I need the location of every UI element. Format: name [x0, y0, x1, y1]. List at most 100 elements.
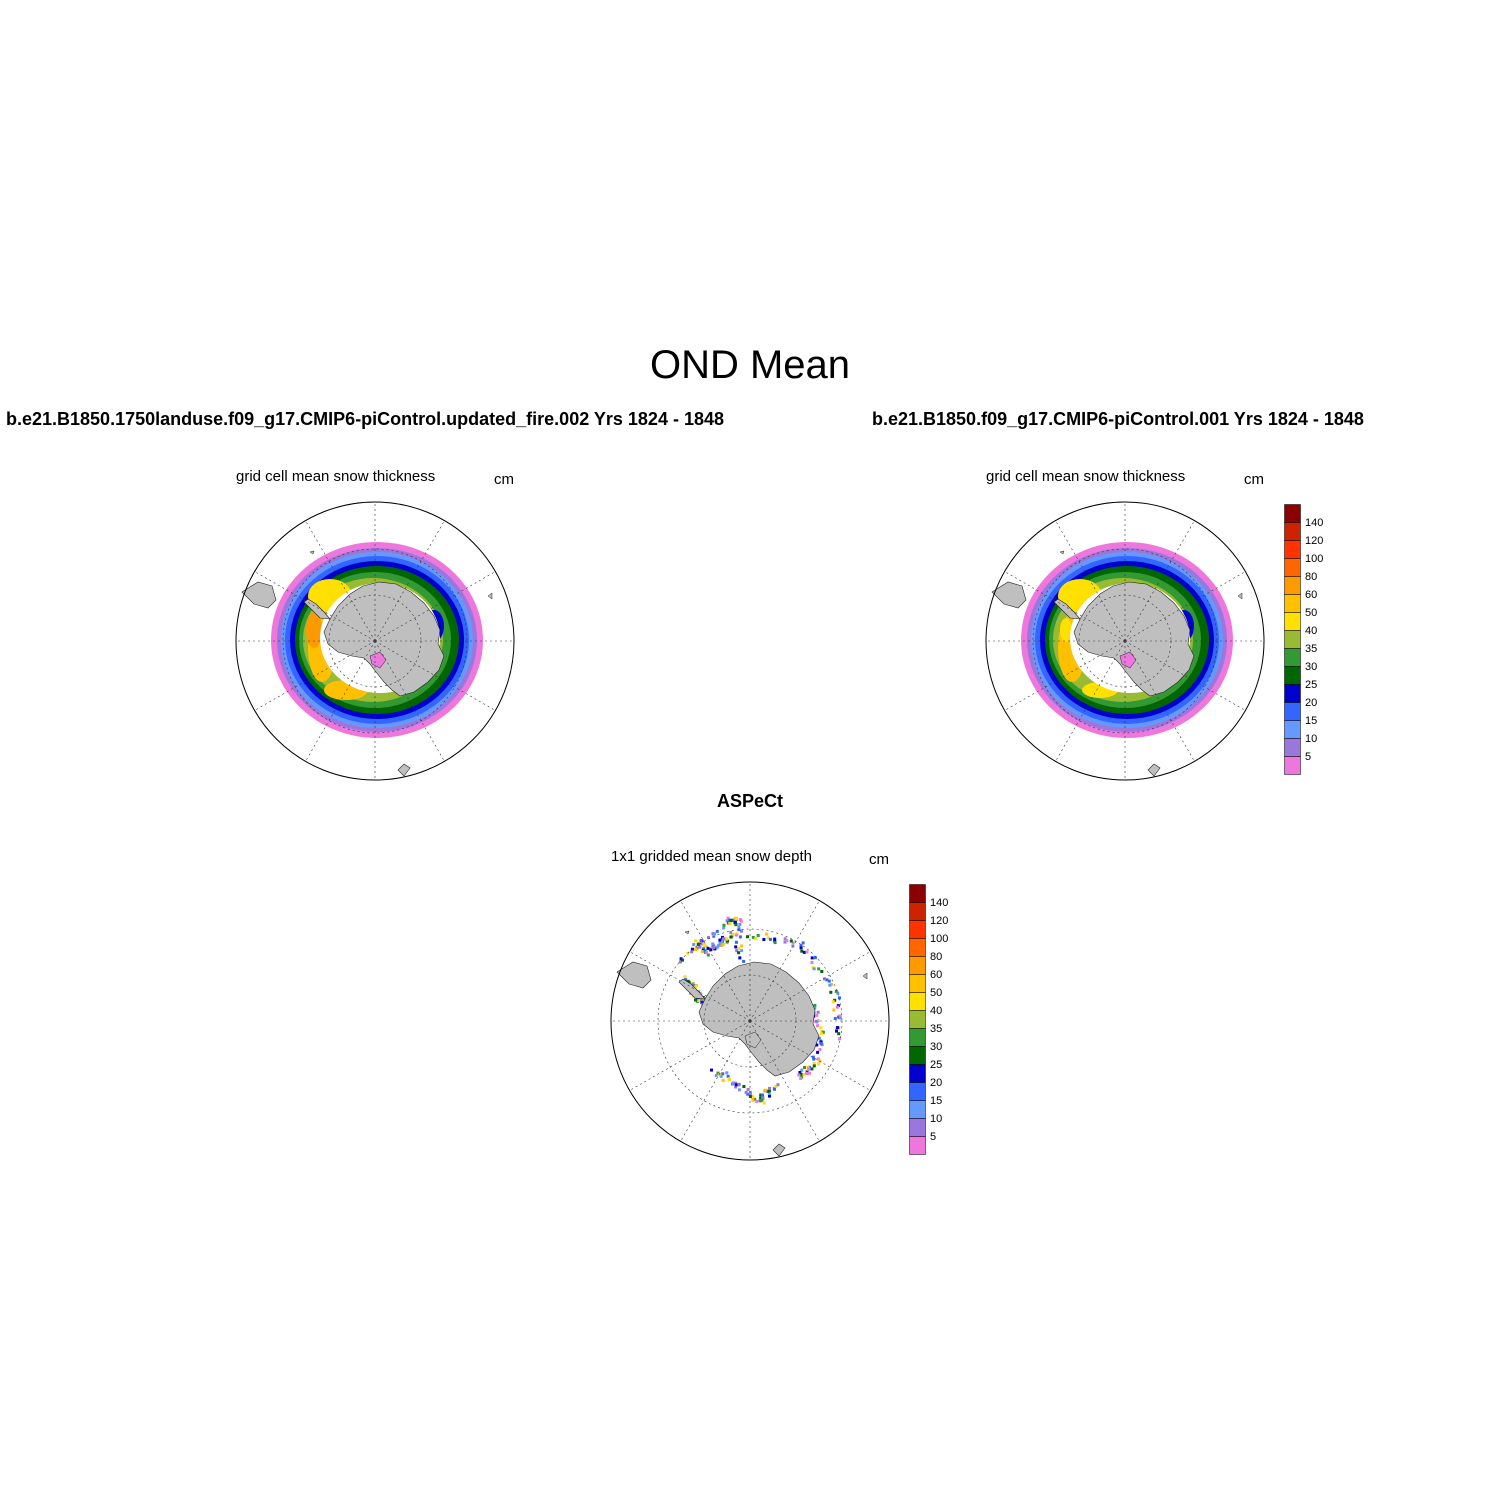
observation-cell	[810, 1067, 814, 1071]
south-america-tip	[616, 961, 652, 989]
max-snow-region	[1060, 618, 1072, 642]
observation-cell	[807, 1067, 811, 1071]
observation-cell	[830, 983, 833, 986]
south-georgia	[684, 930, 690, 935]
observation-cell	[800, 1072, 804, 1076]
observation-cell	[761, 1097, 765, 1101]
observation-cell	[744, 1090, 748, 1094]
observation-cell	[738, 956, 742, 960]
observation-cell	[817, 1036, 821, 1040]
observation-cell	[702, 942, 706, 946]
observation-cell	[836, 1026, 839, 1030]
observation-cell	[721, 1078, 725, 1082]
colorbar-label: 30	[930, 1041, 942, 1053]
observation-cell	[816, 1010, 820, 1014]
colorbar-swatch	[909, 974, 926, 993]
observation-cell	[737, 947, 741, 950]
observation-cell	[810, 956, 814, 960]
observation-cell	[746, 1088, 750, 1091]
colorbar-label: 35	[930, 1023, 942, 1035]
observation-cell	[684, 978, 688, 981]
observation-cell	[727, 1077, 731, 1081]
max-snow-region	[306, 612, 322, 648]
observation-cell	[835, 1005, 839, 1009]
colorbar-swatch	[909, 1118, 926, 1137]
observation-cell	[808, 1071, 811, 1075]
colorbar-swatch	[1284, 630, 1301, 649]
observation-cell	[706, 953, 710, 957]
observation-cell	[683, 975, 687, 979]
observation-cell	[700, 950, 704, 953]
colorbar-label: 30	[1305, 661, 1317, 673]
observation-cell	[740, 929, 743, 933]
meridian-line	[749, 1020, 820, 1142]
observation-cell	[754, 937, 758, 941]
meridian-line	[749, 951, 871, 1022]
observation-cell	[764, 1088, 768, 1092]
observation-cell	[737, 925, 741, 929]
meridian-line	[749, 900, 820, 1022]
observation-cell	[825, 978, 829, 982]
observation-cell	[835, 1029, 838, 1033]
observation-cell	[833, 1017, 837, 1020]
observation-cell	[828, 983, 832, 987]
observation-cell	[726, 916, 730, 920]
observation-cell	[717, 943, 721, 947]
colorbar-swatch	[909, 956, 926, 975]
observation-cell	[819, 1042, 823, 1046]
south-america-tip	[991, 581, 1027, 609]
observation-cell	[698, 945, 702, 949]
colorbar-label: 140	[1305, 517, 1323, 529]
colorbar-label: 40	[1305, 625, 1317, 637]
observation-cell	[776, 1083, 780, 1087]
observation-cell	[734, 933, 738, 937]
new-zealand	[397, 763, 411, 777]
observation-cell	[819, 1031, 823, 1035]
colorbar-swatch	[909, 1100, 926, 1119]
colorbar-label: 100	[1305, 553, 1323, 565]
observation-cell	[838, 1016, 842, 1020]
observation-cell	[725, 937, 729, 941]
observation-cell	[703, 944, 707, 948]
meridian-line	[374, 640, 445, 762]
observation-cell	[718, 1072, 722, 1076]
colorbar-label: 5	[930, 1131, 936, 1143]
observation-cell	[716, 945, 720, 949]
observation-cell	[735, 949, 739, 953]
map-boundary	[985, 501, 1265, 781]
observation-cell	[816, 1050, 820, 1054]
colorbar-label: 10	[930, 1113, 942, 1125]
meridian-line	[1124, 640, 1246, 711]
colorbar-label: 10	[1305, 733, 1317, 745]
observation-cell	[698, 998, 702, 1002]
observation-cell	[805, 950, 809, 954]
observation-cell	[713, 932, 716, 936]
observation-cell	[773, 937, 777, 941]
observation-cell	[817, 967, 821, 971]
colorbar-label: 20	[1305, 697, 1317, 709]
observation-cell	[815, 1013, 819, 1017]
right-panel-case-title: b.e21.B1850.f09_g17.CMIP6-piControl.001 …	[872, 409, 1364, 429]
colorbar-label: 140	[930, 897, 948, 909]
colorbar-label: 15	[930, 1095, 942, 1107]
obs-panel-polar-map	[610, 881, 890, 1161]
observation-cell	[817, 1062, 821, 1066]
south-america-tip	[241, 581, 277, 609]
observation-cell	[725, 1071, 729, 1075]
colorbar-swatch	[1284, 504, 1301, 523]
observation-cell	[703, 949, 707, 953]
observation-cell	[816, 1057, 820, 1061]
observation-cell	[681, 958, 684, 962]
observation-cell	[686, 951, 690, 955]
colorbar-label: 15	[1305, 715, 1317, 727]
observation-cell	[766, 936, 770, 940]
observation-cell	[774, 1085, 778, 1088]
observation-cell	[694, 998, 697, 1002]
meridian-line	[374, 520, 445, 642]
colorbar-label: 120	[1305, 535, 1323, 547]
observation-cell	[829, 990, 833, 994]
observation-cell	[739, 919, 743, 923]
colorbar-swatch	[909, 1082, 926, 1101]
observation-cell	[802, 950, 806, 954]
colorbar-label: 80	[1305, 571, 1317, 583]
